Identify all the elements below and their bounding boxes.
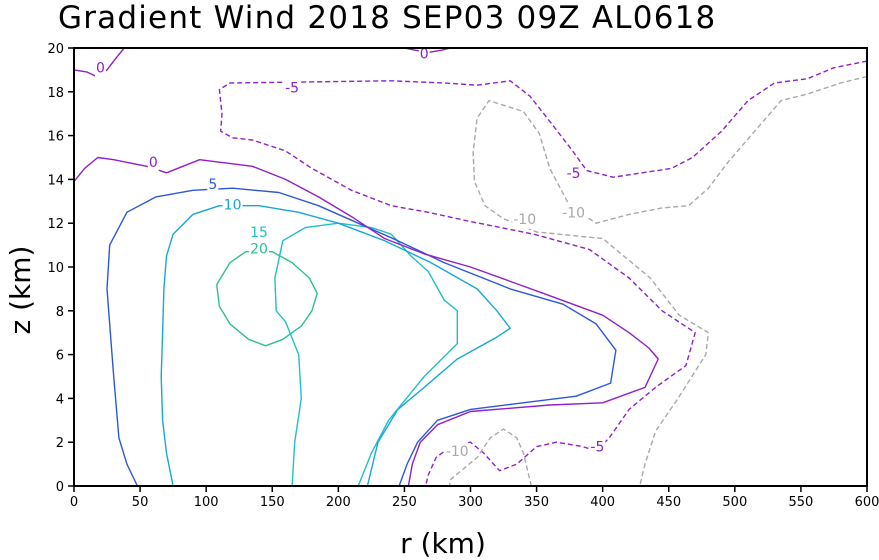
contour-label-bg: [207, 175, 219, 194]
contour-lines: [73, 47, 868, 487]
x-tick-label: 550: [789, 495, 814, 510]
contour-label--5: -5: [590, 440, 604, 456]
contour-label--10: -10: [513, 212, 536, 228]
contour-line-5: [106, 187, 617, 487]
contour-label-0: 0: [149, 155, 158, 171]
contour-label-0: 0: [420, 46, 429, 62]
contour-line-20: [216, 251, 318, 347]
contour-label-bg: [444, 442, 470, 461]
contour-label-bg: [589, 438, 606, 457]
contour-label-bg: [565, 164, 582, 183]
y-tick-label: 12: [47, 217, 64, 232]
contour-label-bg: [561, 204, 587, 223]
contour-label--10: -10: [446, 444, 469, 460]
x-tick-label: 300: [458, 495, 483, 510]
y-tick-label: 4: [56, 392, 64, 407]
contour-label-5: 5: [208, 177, 217, 193]
x-tick-label: 600: [855, 495, 879, 510]
contour-line--5: [218, 60, 868, 487]
y-axis: 0 2 4 6 8 10 12 14 16 18 20: [47, 42, 74, 495]
y-axis-label: z (km): [4, 246, 37, 335]
contour-label-10: 10: [224, 198, 242, 214]
contour-label-bg: [222, 196, 243, 215]
x-tick-label: 150: [260, 495, 285, 510]
contour-label-bg: [249, 240, 269, 259]
chart-title: Gradient Wind 2018 SEP03 09Z AL0618: [58, 0, 716, 36]
contour-label-0: 0: [96, 61, 105, 77]
contour-line--10: [448, 428, 532, 487]
x-axis: 0 50 100 150 200 250 300 350 400 450 500 550 600: [70, 486, 879, 510]
contour-line-0: [73, 47, 125, 78]
y-tick-label: 8: [56, 305, 64, 320]
x-tick-label: 200: [326, 495, 351, 510]
contour-label-20: 20: [250, 241, 268, 257]
x-tick-label: 50: [132, 495, 149, 510]
contour-label-15: 15: [250, 225, 268, 241]
x-tick-label: 0: [70, 495, 78, 510]
y-tick-label: 14: [47, 173, 64, 188]
x-tick-label: 250: [392, 495, 417, 510]
x-tick-label: 500: [722, 495, 747, 510]
x-tick-label: 450: [656, 495, 681, 510]
x-axis-label: r (km): [400, 527, 486, 560]
y-tick-label: 16: [47, 130, 64, 145]
contour-label-bg: [512, 210, 538, 229]
contour-label--5: -5: [567, 166, 581, 182]
contour-line--10: [472, 75, 868, 487]
x-tick-label: 350: [524, 495, 549, 510]
y-tick-label: 6: [56, 349, 64, 364]
contour-label-bg: [249, 223, 269, 242]
contour-line-10: [160, 205, 511, 487]
contour-label--10: -10: [562, 205, 585, 221]
y-tick-label: 18: [47, 86, 64, 101]
y-tick-label: 10: [47, 261, 64, 276]
contour-label-bg: [418, 45, 430, 64]
y-tick-label: 2: [56, 436, 64, 451]
contour-label--5: -5: [285, 80, 299, 96]
contour-line-15: [274, 222, 458, 487]
x-tick-label: 100: [194, 495, 219, 510]
contour-label-bg: [94, 59, 106, 78]
x-tick-label: 400: [590, 495, 615, 510]
contour-label-bg: [147, 153, 159, 172]
contour-label-bg: [284, 79, 301, 98]
y-tick-label: 20: [47, 42, 64, 57]
y-tick-label: 0: [56, 480, 64, 495]
